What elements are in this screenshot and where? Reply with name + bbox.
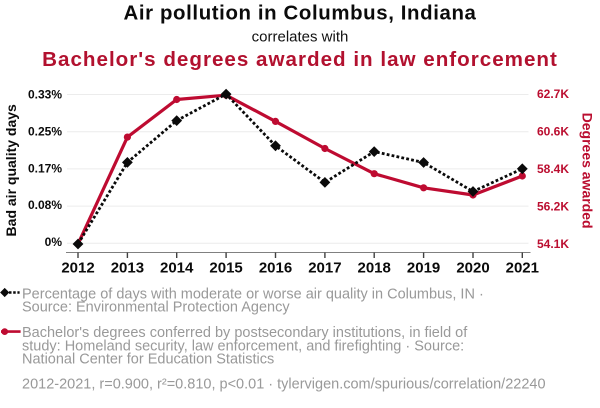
svg-text:2012: 2012 [61,260,94,277]
svg-text:Bachelor's degrees conferred b: Bachelor's degrees conferred by postseco… [22,325,468,341]
svg-text:2020: 2020 [456,260,489,277]
svg-text:58.4K: 58.4K [537,162,569,176]
svg-text:0.08%: 0.08% [28,198,62,212]
svg-text:Source: Environmental Protecti: Source: Environmental Protection Agency [22,299,290,315]
svg-text:0.33%: 0.33% [28,87,62,101]
svg-text:2012-2021, r=0.900, r²=0.810,: 2012-2021, r=0.900, r²=0.810, p<0.01 · t… [22,376,546,392]
svg-text:correlates with: correlates with [252,29,349,46]
svg-text:56.2K: 56.2K [537,200,569,214]
svg-text:2021: 2021 [506,260,539,277]
svg-text:Air pollution in Columbus, Ind: Air pollution in Columbus, Indiana [124,3,477,25]
svg-text:62.7K: 62.7K [537,87,569,101]
svg-text:Bad air quality days: Bad air quality days [3,104,19,236]
svg-text:2017: 2017 [308,260,341,277]
svg-text:60.6K: 60.6K [537,124,569,138]
svg-text:2018: 2018 [358,260,391,277]
svg-text:2013: 2013 [111,260,144,277]
svg-text:0%: 0% [45,235,63,249]
svg-text:2015: 2015 [209,260,242,277]
svg-text:0.25%: 0.25% [28,124,62,138]
svg-text:2019: 2019 [407,260,440,277]
svg-text:2016: 2016 [259,260,292,277]
svg-text:Percentage of days with modera: Percentage of days with moderate or wors… [22,286,484,302]
svg-text:Degrees awarded: Degrees awarded [580,113,596,229]
svg-text:0.17%: 0.17% [28,161,62,175]
svg-text:Bachelor's degrees awarded in: Bachelor's degrees awarded in law enforc… [42,48,558,71]
svg-text:National Center for Education: National Center for Education Statistics [22,352,274,368]
svg-text:study: Homeland security, law: study: Homeland security, law enforcemen… [22,339,464,355]
svg-text:2014: 2014 [160,260,194,277]
svg-text:54.1K: 54.1K [537,237,569,251]
